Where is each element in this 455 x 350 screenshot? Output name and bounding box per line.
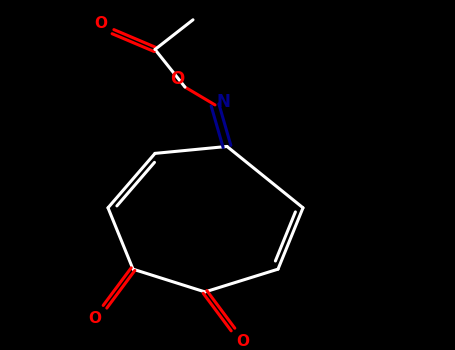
Text: O: O (170, 70, 184, 88)
Text: O: O (237, 334, 249, 349)
Text: N: N (216, 93, 230, 111)
Text: O: O (95, 16, 107, 31)
Text: O: O (89, 311, 101, 326)
